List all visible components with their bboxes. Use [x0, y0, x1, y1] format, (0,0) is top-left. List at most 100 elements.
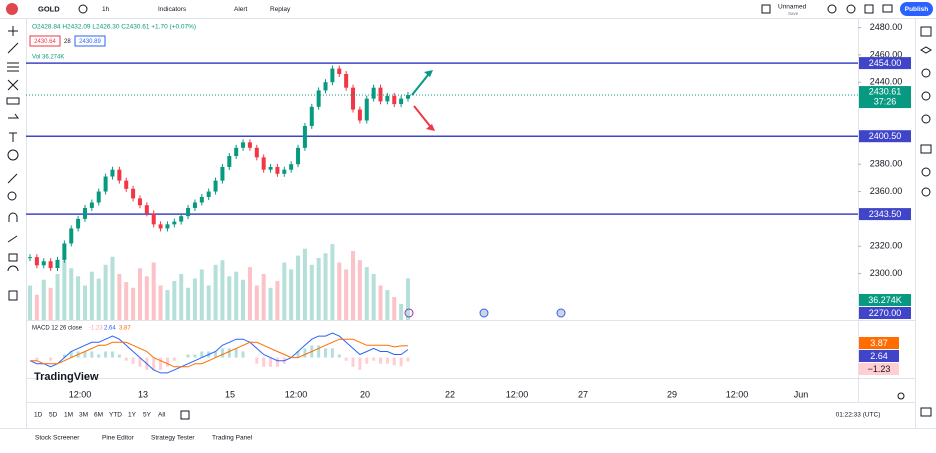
alert[interactable]: Alert — [234, 6, 248, 13]
sell-button[interactable] — [29, 35, 61, 47]
bottom-tab[interactable]: Trading Panel — [212, 435, 253, 442]
volume-bar — [55, 274, 60, 320]
volume-bar — [89, 271, 94, 320]
macd-histogram — [406, 357, 410, 362]
macd-histogram — [227, 348, 231, 358]
range-button[interactable]: 5D — [49, 412, 58, 419]
range-button[interactable]: 1M — [64, 412, 73, 419]
range-button[interactable]: 3M — [79, 412, 88, 419]
add-symbol[interactable] — [78, 4, 88, 14]
bottom-tab[interactable]: Stock Screener — [35, 435, 80, 442]
candle — [62, 243, 67, 260]
drawing-tools[interactable] — [6, 26, 20, 301]
fullscreen[interactable] — [864, 4, 874, 14]
volume-bar — [192, 278, 197, 320]
buy-button[interactable] — [74, 35, 106, 47]
avatar[interactable] — [6, 3, 18, 15]
candle — [158, 224, 163, 229]
candle — [199, 197, 204, 203]
time-label: 12:00 — [69, 389, 92, 399]
down-arrow-head — [426, 124, 435, 131]
candle — [96, 191, 101, 203]
macd-histogram — [296, 351, 300, 358]
event-marker[interactable] — [404, 308, 414, 318]
macd-histogram — [399, 357, 403, 367]
candle — [172, 221, 177, 225]
candle — [344, 74, 349, 88]
event-marker[interactable] — [556, 308, 566, 318]
macd-histogram — [138, 357, 142, 367]
macd-histogram — [358, 357, 362, 370]
volume-bar — [385, 290, 390, 320]
candle — [206, 191, 211, 198]
volume-legend: Vol 36.274K — [32, 55, 64, 61]
clock[interactable]: 01:22:33 (UTC) — [836, 412, 881, 419]
layout-icon[interactable] — [761, 4, 771, 14]
volume-bar — [220, 260, 225, 320]
axis-settings[interactable] — [897, 392, 905, 400]
macd-histogram — [214, 351, 218, 358]
time-label: 15 — [225, 389, 235, 399]
time-label: Jun — [794, 389, 809, 399]
publish-label[interactable]: Publish — [905, 6, 929, 13]
volume-bar — [165, 290, 170, 320]
macd-histogram — [255, 357, 259, 364]
range-button[interactable]: YTD — [109, 412, 122, 419]
event-marker[interactable] — [479, 308, 489, 318]
bottom-label-box — [859, 307, 911, 319]
sell-price[interactable]: 2430.64 — [34, 39, 56, 45]
volume-bar — [254, 285, 259, 320]
layout-name[interactable]: Unnamed — [778, 4, 807, 11]
up-arrow-head — [424, 70, 433, 77]
publish-button[interactable] — [900, 2, 933, 16]
date-picker[interactable] — [180, 410, 190, 420]
candle — [151, 213, 156, 225]
replay[interactable]: Replay — [270, 6, 291, 13]
macd-histogram — [159, 357, 163, 370]
time-label: 20 — [360, 389, 370, 399]
bottom-tab[interactable]: Strategy Tester — [151, 435, 195, 442]
macd-axis-box — [859, 337, 899, 349]
macd-histogram — [269, 357, 273, 367]
candle — [351, 87, 356, 110]
level-label-box — [859, 208, 911, 221]
range-button[interactable]: 6M — [94, 412, 103, 419]
time-label: 12:00 — [726, 389, 749, 399]
candle — [165, 224, 170, 229]
macd-histogram — [193, 354, 197, 358]
macd-histogram — [124, 357, 128, 361]
logo: TradingView — [34, 371, 99, 383]
macd-line — [29, 332, 409, 374]
settings[interactable] — [846, 4, 856, 14]
level-label-box — [859, 57, 911, 70]
sidebar-icons[interactable] — [920, 26, 932, 417]
candle — [241, 142, 246, 148]
snapshot[interactable] — [882, 4, 893, 13]
macd-histogram — [317, 345, 321, 358]
range-button[interactable]: 1Y — [128, 412, 137, 419]
bottom-label: 2270.00 — [869, 308, 902, 318]
buy-price[interactable]: 2430.89 — [79, 39, 101, 45]
candle — [89, 202, 94, 208]
price-tick-label: 2480.00 — [870, 22, 903, 32]
bottom-tab[interactable]: Pine Editor — [102, 435, 135, 442]
toolbar-icon[interactable] — [827, 4, 837, 14]
macd-histogram — [392, 357, 396, 366]
down-arrow — [413, 105, 431, 127]
time-label: 29 — [667, 389, 677, 399]
volume-bar — [131, 287, 136, 320]
interval[interactable]: 1h — [102, 6, 110, 13]
range-button[interactable]: 1D — [34, 412, 43, 419]
volume-bar — [213, 264, 218, 320]
candle — [220, 166, 225, 181]
candle — [144, 205, 149, 214]
volume-bar — [144, 276, 149, 320]
macd-histogram — [62, 354, 66, 358]
candle — [186, 207, 191, 217]
indicators[interactable]: Indicators — [158, 6, 187, 13]
range-button[interactable]: All — [158, 412, 166, 419]
symbol[interactable]: GOLD — [38, 4, 60, 13]
volume-bar — [96, 278, 101, 320]
candle — [385, 95, 390, 102]
range-button[interactable]: 5Y — [143, 412, 152, 419]
